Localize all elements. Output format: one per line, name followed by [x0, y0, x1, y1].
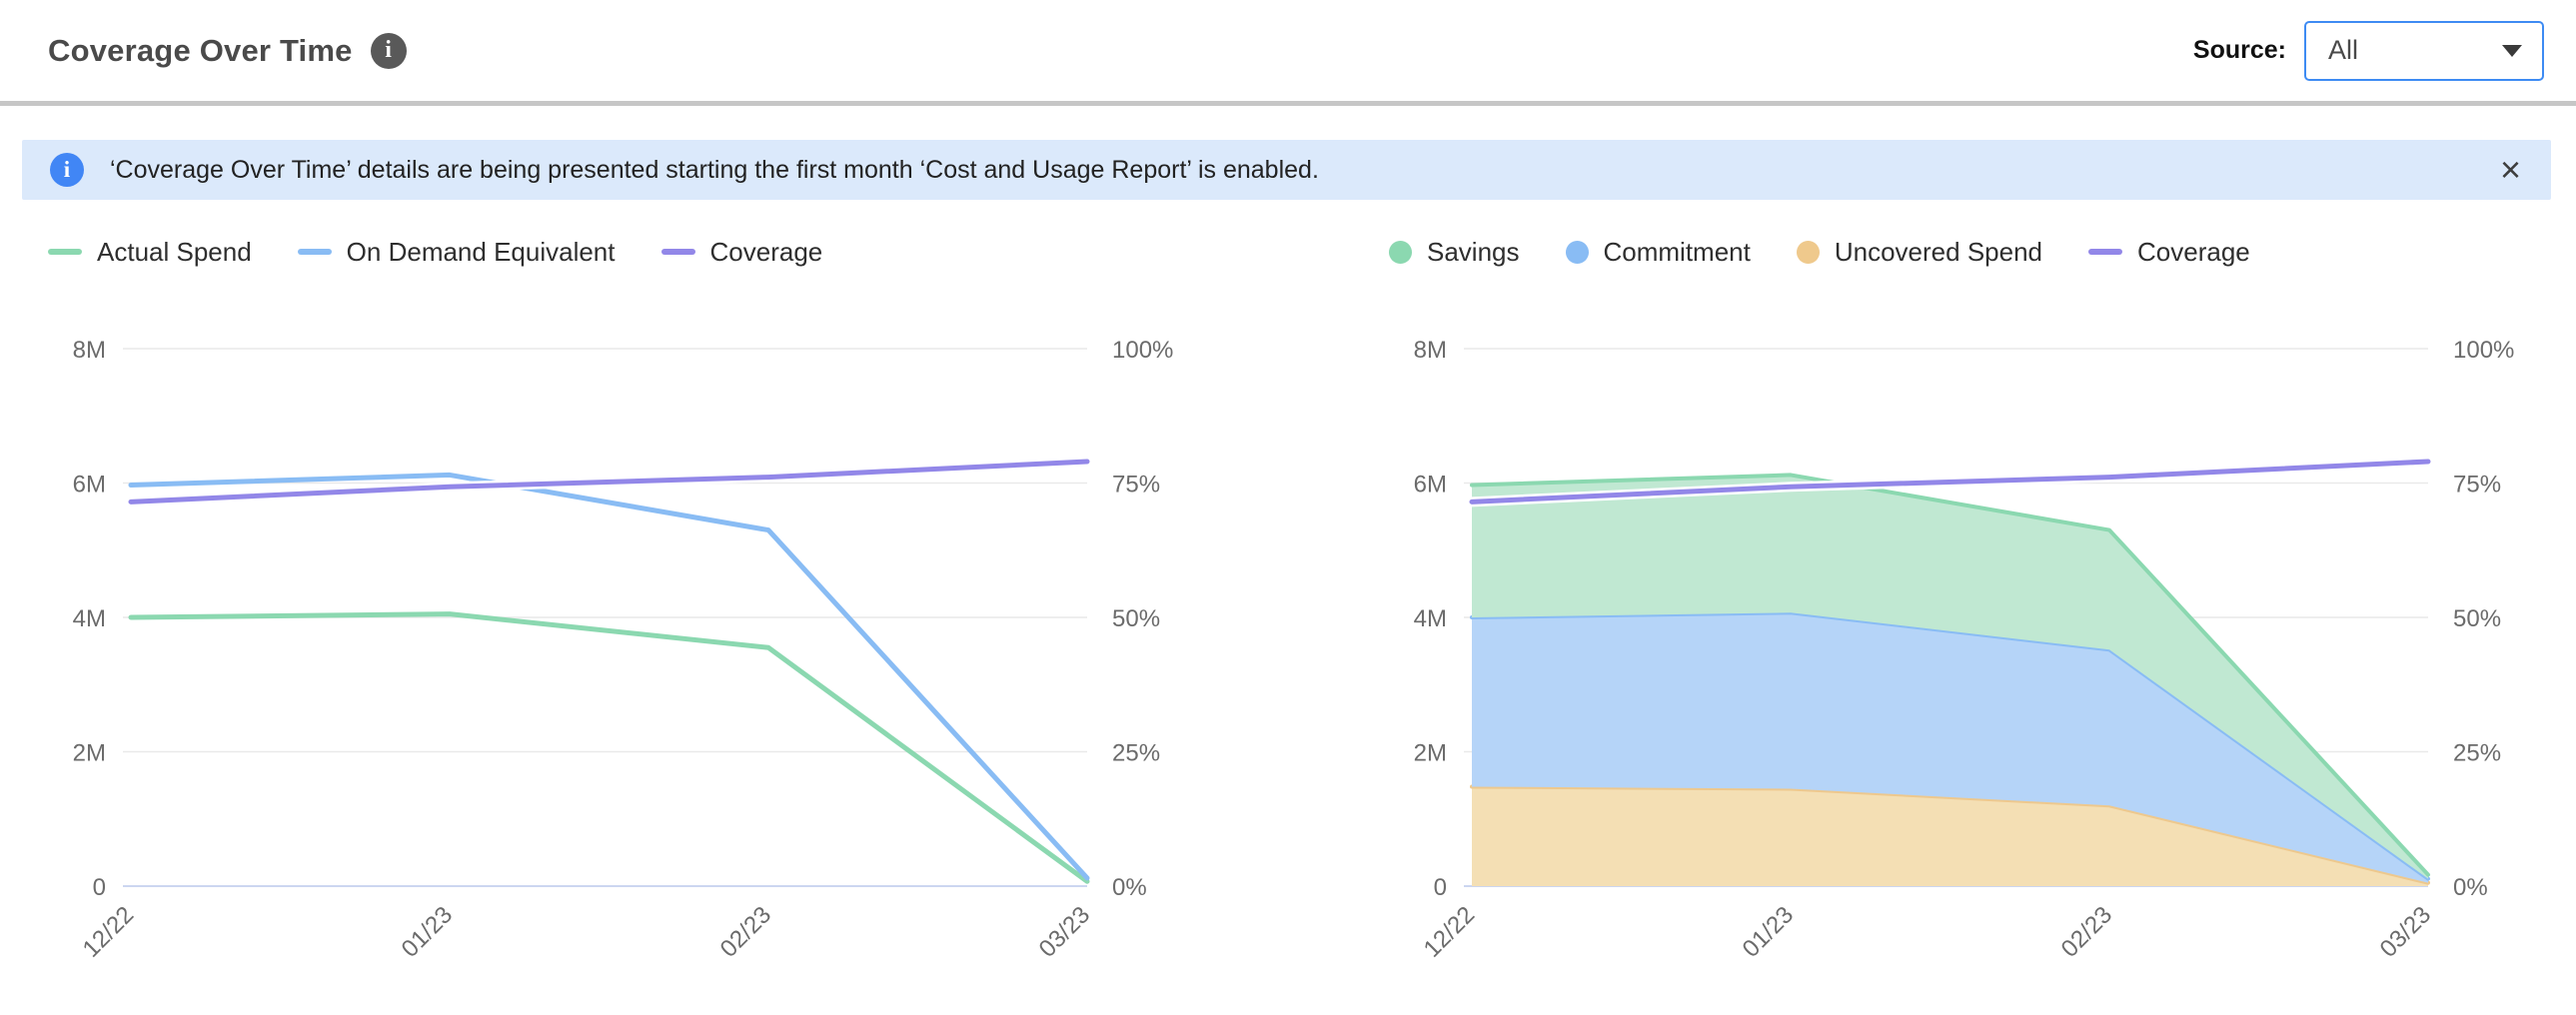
svg-text:75%: 75%	[2453, 472, 2501, 499]
svg-text:2M: 2M	[1414, 740, 1447, 767]
source-dropdown[interactable]: All	[2304, 20, 2544, 81]
charts-row: Actual Spend On Demand Equivalent Coverage…	[0, 236, 2576, 1004]
svg-text:25%: 25%	[2453, 740, 2501, 767]
line-chart-panel: Actual Spend On Demand Equivalent Coverage…	[48, 236, 1212, 1004]
legend-label: Actual Spend	[97, 236, 252, 267]
svg-text:01/23: 01/23	[397, 901, 459, 963]
svg-text:0: 0	[1434, 874, 1447, 901]
title-info-icon[interactable]: i	[370, 32, 407, 69]
legend-item-actual-spend[interactable]: Actual Spend	[48, 237, 252, 268]
svg-text:4M: 4M	[73, 605, 106, 632]
legend-dash-icon	[660, 249, 695, 255]
legend-dash-icon	[297, 249, 332, 255]
legend-label: Coverage	[709, 236, 823, 267]
svg-text:0: 0	[93, 874, 106, 901]
legend-item-commitment[interactable]: Commitment	[1565, 236, 1751, 268]
legend-label: Uncovered Spend	[1834, 236, 2042, 267]
legend-dash-icon	[2088, 249, 2122, 255]
legend-item-uncovered-spend[interactable]: Uncovered Spend	[1796, 236, 2042, 268]
svg-text:12/22: 12/22	[1419, 901, 1481, 963]
page-title: Coverage Over Time	[48, 32, 353, 68]
svg-text:12/22: 12/22	[78, 901, 140, 963]
svg-text:0%: 0%	[1112, 874, 1147, 901]
svg-text:50%: 50%	[2453, 605, 2501, 632]
svg-text:4M: 4M	[1414, 605, 1447, 632]
svg-text:100%: 100%	[2453, 337, 2514, 364]
svg-text:01/23: 01/23	[1738, 901, 1800, 963]
legend-label: On Demand Equivalent	[346, 236, 616, 267]
chevron-down-icon	[2502, 44, 2522, 57]
svg-text:100%: 100%	[1112, 337, 1173, 364]
svg-text:02/23: 02/23	[2056, 901, 2118, 963]
banner-text: ‘Coverage Over Time’ details are being p…	[110, 155, 1319, 184]
banner-close-icon[interactable]: ×	[2499, 149, 2521, 190]
legend-dash-icon	[48, 249, 82, 255]
legend-item-coverage[interactable]: Coverage	[2088, 237, 2250, 268]
legend-circle-icon	[1565, 240, 1589, 264]
svg-text:75%: 75%	[1112, 472, 1160, 499]
legend-item-coverage[interactable]: Coverage	[660, 236, 823, 268]
header: Coverage Over Time i Source: All	[0, 0, 2576, 106]
svg-text:6M: 6M	[1414, 472, 1447, 499]
svg-text:0%: 0%	[2453, 874, 2488, 901]
line-chart-legend: Actual Spend On Demand Equivalent Coverage	[48, 236, 1212, 268]
source-dropdown-value: All	[2328, 35, 2359, 65]
legend-label: Coverage	[2137, 236, 2250, 267]
legend-item-on-demand-equivalent[interactable]: On Demand Equivalent	[297, 236, 616, 268]
info-banner: i ‘Coverage Over Time’ details are being…	[22, 140, 2551, 200]
svg-text:03/23: 03/23	[1034, 901, 1096, 963]
legend-circle-icon	[1389, 240, 1412, 264]
svg-text:02/23: 02/23	[715, 901, 777, 963]
svg-text:8M: 8M	[1414, 337, 1447, 364]
svg-text:50%: 50%	[1112, 605, 1160, 632]
legend-label: Savings	[1427, 236, 1520, 267]
svg-text:8M: 8M	[73, 337, 106, 364]
svg-text:6M: 6M	[73, 472, 106, 499]
coverage-area-chart: 0 0% 2M 25% 4M 50% 6M 75% 8M 100% 12/22 01/23 02/23 0…	[1414, 337, 2515, 963]
coverage-line-chart: 0 0% 2M 25% 4M 50% 6M 75% 8M 100% 12/22 01/23 02/23 0…	[73, 337, 1174, 963]
svg-text:25%: 25%	[1112, 740, 1160, 767]
legend-item-savings[interactable]: Savings	[1389, 237, 1520, 268]
area-chart-legend: Savings Commitment Uncovered Spend Coverage	[1389, 236, 2553, 268]
area-chart-panel: Savings Commitment Uncovered Spend Coverage…	[1389, 236, 2553, 1004]
legend-label: Commitment	[1603, 236, 1751, 267]
source-label: Source:	[2192, 36, 2286, 64]
svg-text:2M: 2M	[73, 740, 106, 767]
svg-text:03/23: 03/23	[2375, 901, 2437, 963]
banner-info-icon: i	[50, 153, 84, 187]
legend-circle-icon	[1796, 240, 1820, 264]
